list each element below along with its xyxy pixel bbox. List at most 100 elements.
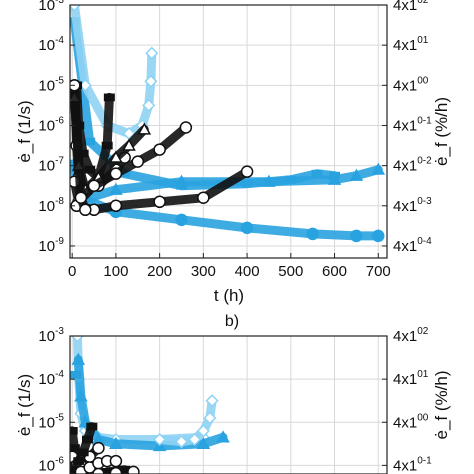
data-point [84,137,96,146]
data-point [70,336,84,343]
y-axis-label-right: ė_f (%/h) [432,97,451,166]
data-point [70,427,78,435]
y-tick-label: 10-5 [38,412,64,431]
data-point [92,467,105,474]
data-point [77,448,89,457]
data-point [92,441,105,455]
data-point [327,172,342,185]
data-point [101,141,113,150]
data-point [109,466,123,474]
data-point [306,227,319,241]
y-right-tick-label: 4x100 [393,75,429,94]
data-point [74,389,88,402]
data-point [109,436,123,449]
data-point [311,169,323,178]
data-point [73,457,85,465]
x-tick-label: 100 [103,263,128,280]
data-point [74,191,88,205]
x-tick-label: 200 [147,263,172,280]
y-axis-label-left: ė_f (1/s) [15,374,34,436]
data-point [81,435,93,444]
data-point [175,213,188,227]
data-point [137,122,152,135]
data-point [174,435,189,449]
y-right-tick-label: 4x102 [393,0,429,14]
x-tick-label: 500 [278,263,303,280]
data-point [240,221,254,235]
data-point [109,150,123,163]
data-point [109,199,123,213]
data-point [144,74,158,88]
y-axis-label-left: ė_f (1/s) [15,100,34,162]
y-right-tick-label: 4x10-1 [393,455,432,474]
data-point [196,424,210,438]
data-point [153,195,166,209]
y-tick-label: 10-3 [38,326,64,345]
series-3 [153,394,219,449]
series-6 [70,422,98,474]
y-right-tick-label: 4x10-2 [393,156,432,175]
y-tick-label: 10-3 [38,0,64,14]
data-point [197,191,210,205]
data-point [79,203,92,217]
panel-a: 10-9 4x10-4 10-8 4x10-3 10-7 4x10-2 10-6 4x10-1… [15,0,451,280]
data-point [103,93,115,102]
panel-b-label: b) [225,313,239,330]
x-axis-label: t (h) [214,286,244,305]
data-point [153,432,167,447]
data-point [216,430,230,443]
y-right-tick-label: 4x10-4 [393,236,432,255]
data-point [109,454,123,468]
y-tick-label: 10-9 [38,236,64,255]
data-point [174,174,189,187]
data-point [153,143,166,156]
series-line [70,161,383,241]
data-point [371,162,386,175]
x-tick-label: 600 [322,263,347,280]
y-tick-label: 10-4 [38,369,64,388]
data-layer [70,336,230,474]
y-tick-label: 10-7 [38,156,64,175]
y-tick-label: 10-5 [38,75,64,94]
data-point [86,422,98,431]
y-right-tick-label: 4x101 [393,369,429,388]
data-point [205,394,219,408]
data-layer [70,5,386,243]
data-point [71,352,86,365]
y-right-tick-label: 4x100 [393,412,429,431]
y-axis-label-right: ė_f (%/h) [432,371,451,440]
data-point [203,411,217,425]
panel-b: 10-6 4x10-1 10-5 4x100 10-4 4x101 10-3 4x102 ė_f… [15,326,451,474]
data-point [188,432,202,447]
y-tick-label: 10-6 [38,115,64,134]
data-point [70,444,80,452]
data-point [179,121,193,134]
data-point [127,465,140,474]
data-point [142,98,156,112]
data-point [109,167,123,180]
plot-frame [69,4,388,259]
data-point [145,46,159,60]
grid [70,335,387,474]
y-tick-label: 10-6 [38,455,64,474]
data-point [109,182,123,195]
y-right-tick-label: 4x10-1 [393,115,432,134]
y-right-tick-label: 4x102 [393,326,429,345]
data-point [196,436,211,449]
data-point [77,149,89,158]
x-tick-label: 700 [366,263,391,280]
x-tick-label: 0 [68,263,76,280]
data-point [240,165,254,178]
y-right-tick-label: 4x101 [393,35,429,54]
data-point [350,229,363,243]
y-right-tick-label: 4x10-3 [393,196,432,215]
data-point [372,229,385,243]
data-point [70,465,80,474]
data-point [262,174,276,187]
y-tick-label: 10-4 [38,35,64,54]
series-1 [70,162,386,207]
series-9 [70,79,92,217]
data-point [87,179,101,192]
data-point [131,155,145,168]
